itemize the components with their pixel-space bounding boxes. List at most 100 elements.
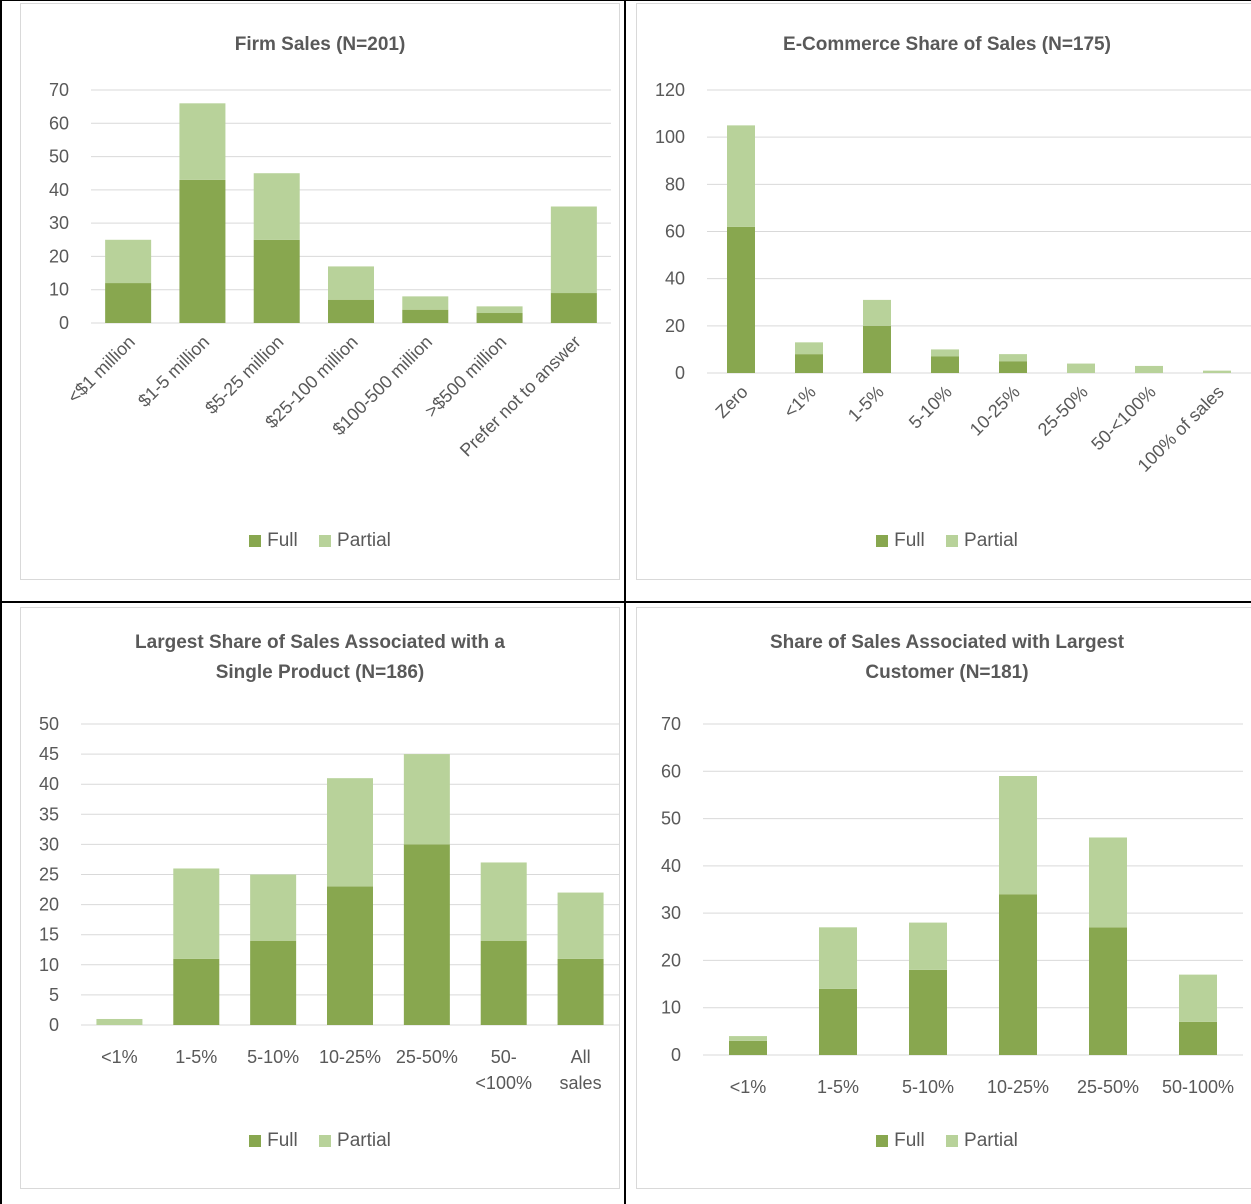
y-tick-label: 0	[59, 313, 69, 333]
bar-full	[403, 844, 450, 1025]
x-tick-label: 1-5%	[817, 1077, 859, 1097]
y-tick-label: 25	[39, 865, 59, 885]
bar-partial	[253, 173, 300, 240]
x-tick-label-line: 1-5%	[175, 1047, 217, 1067]
x-tick-label-line: 5-10%	[247, 1047, 299, 1067]
x-tick-label-line: 50-100%	[1162, 1077, 1234, 1097]
legend-swatch-full	[249, 1135, 262, 1147]
x-tick-label: 5-10%	[247, 1047, 299, 1067]
y-tick-label: 50	[39, 714, 59, 734]
bar-partial	[819, 927, 857, 989]
bar-full	[557, 958, 604, 1025]
chart-title: Firm Sales (N=201)	[234, 34, 406, 55]
bar-partial	[250, 874, 297, 941]
x-tick-label-line: <100%	[475, 1073, 532, 1093]
bar-full	[327, 886, 373, 1025]
bar-partial	[999, 776, 1037, 895]
x-tick-label-line: 50-	[491, 1047, 517, 1067]
bar-full	[795, 354, 823, 373]
bar-partial	[1089, 837, 1127, 928]
legend-swatch-partial	[319, 1135, 332, 1147]
bar-full	[253, 239, 300, 323]
x-tick-label-line: sales	[560, 1073, 602, 1093]
bar-partial	[328, 266, 374, 300]
y-tick-label: 20	[661, 950, 681, 970]
y-tick-label: 70	[49, 80, 69, 100]
chart-panel-single-product-share: Largest Share of Sales Associated with a…	[20, 607, 620, 1189]
chart-title: E-Commerce Share of Sales (N=175)	[783, 34, 1111, 55]
bar-full	[250, 940, 297, 1025]
frame-top-line	[0, 0, 1251, 1]
x-tick-label: 25-50%	[1034, 382, 1092, 440]
chart-plot: 0 20 40 60 80 100 120 Zero <1% 1-5% 5-10% 10-25% 25-…	[655, 80, 1251, 476]
bar-full	[999, 894, 1037, 1055]
bar-full	[863, 325, 891, 373]
y-tick-label: 35	[39, 804, 59, 824]
legend-item-full: Full	[876, 530, 925, 552]
legend-swatch-full	[876, 1135, 889, 1147]
y-tick-label: 30	[39, 834, 59, 854]
legend-swatch-full	[249, 535, 262, 547]
x-tick-label: 5-10%	[905, 382, 956, 433]
bar-full	[105, 283, 152, 323]
y-tick-label: 20	[39, 895, 59, 915]
y-tick-label: 30	[49, 213, 69, 233]
y-tick-label: 20	[49, 246, 69, 266]
legend-swatch-full	[876, 535, 889, 547]
legend-swatch-partial	[319, 535, 332, 547]
bar-full	[729, 1040, 767, 1055]
y-tick-label: 20	[665, 316, 685, 336]
bar-partial	[327, 778, 373, 887]
bar-full	[476, 313, 523, 323]
x-tick-label: 10-25%	[987, 1077, 1049, 1097]
legend-swatch-partial	[946, 1135, 959, 1147]
chart-legend: Full Partial	[637, 530, 1251, 553]
bar-partial	[795, 342, 823, 355]
x-tick-label-line: <1%	[730, 1077, 767, 1097]
bar-partial	[179, 103, 226, 180]
x-tick-label: 50- <100%	[475, 1047, 532, 1093]
bar-partial	[476, 306, 523, 314]
x-tick-label-line: 5-10%	[902, 1077, 954, 1097]
y-tick-label: 70	[661, 714, 681, 734]
chart-panel-largest-customer-share: Share of Sales Associated with Largest C…	[636, 607, 1251, 1189]
y-tick-label: 10	[49, 280, 69, 300]
bar-partial	[403, 754, 450, 845]
chart-panel-ecommerce-share: E-Commerce Share of Sales (N=175) 0 20 40 6…	[636, 3, 1251, 580]
x-tick-label: $1-5 million	[134, 332, 213, 411]
y-tick-label: 50	[661, 809, 681, 829]
x-tick-label: 50-100%	[1162, 1077, 1234, 1097]
y-tick-label: 80	[665, 174, 685, 194]
x-tick-label: All sales	[560, 1047, 602, 1093]
chart-legend: Full Partial	[21, 530, 619, 553]
y-tick-label: 15	[39, 925, 59, 945]
x-tick-label-line: 1-5%	[817, 1077, 859, 1097]
chart-legend: Full Partial	[637, 1130, 1251, 1153]
bar-partial	[1203, 370, 1231, 373]
legend-item-partial: Partial	[946, 530, 1018, 552]
bar-full	[480, 940, 527, 1025]
x-tick-label: <1%	[101, 1047, 138, 1067]
bar-partial	[105, 239, 152, 284]
bar-full	[819, 988, 857, 1055]
x-tick-label: 50-<100%	[1087, 382, 1160, 455]
legend-item-full: Full	[249, 1130, 298, 1152]
x-tick-label: 5-10%	[902, 1077, 954, 1097]
bar-full	[328, 299, 374, 323]
x-tick-label-line: All	[571, 1047, 591, 1067]
y-tick-label: 50	[49, 147, 69, 167]
y-tick-label: 100	[655, 127, 685, 147]
y-tick-label: 120	[655, 80, 685, 100]
chart-legend: Full Partial	[21, 1130, 619, 1153]
chart-plot: 0 5 10 15 20 25 30 35 40 45 50 <1% 1-5% 5-10% 10-25% 25…	[39, 714, 619, 1093]
legend-item-partial: Partial	[946, 1130, 1018, 1152]
x-tick-label: <$1 million	[64, 332, 139, 407]
bar-partial	[729, 1036, 767, 1041]
y-tick-label: 0	[49, 1015, 59, 1035]
chart-title: Share of Sales Associated with Largest C…	[769, 632, 1125, 683]
bar-partial	[1067, 363, 1095, 373]
bar-partial	[909, 922, 947, 970]
bar-partial	[480, 862, 527, 941]
y-tick-label: 40	[661, 856, 681, 876]
